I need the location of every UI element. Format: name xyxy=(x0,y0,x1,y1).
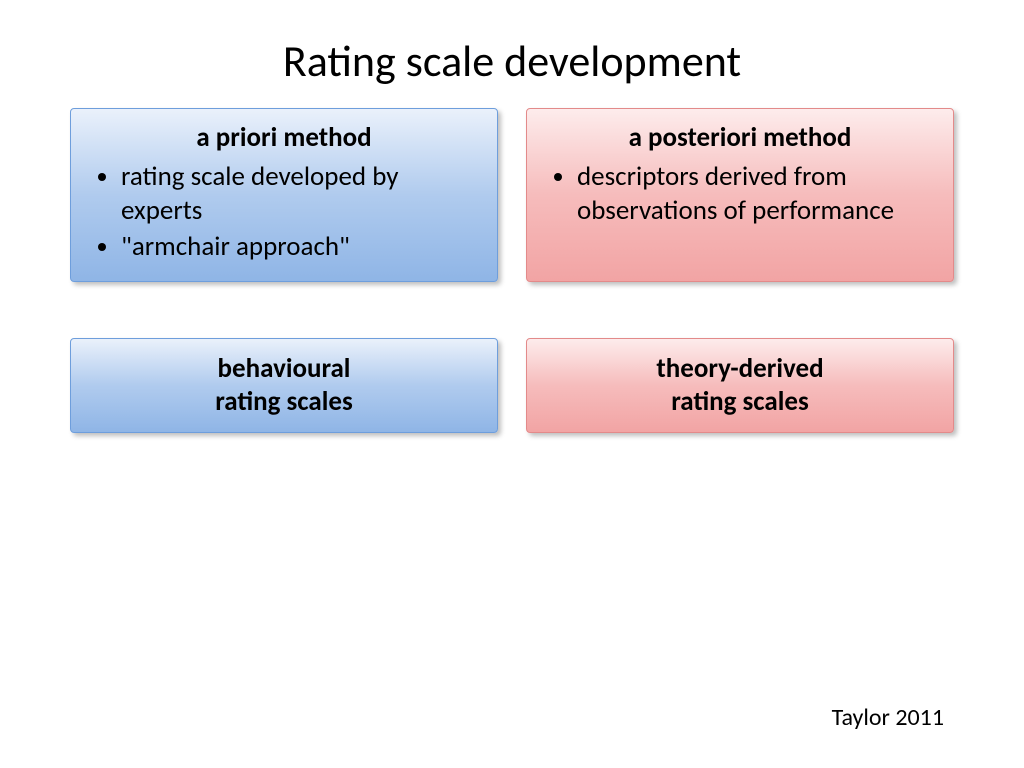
box-header: a priori method xyxy=(93,121,475,154)
citation: Taylor 2011 xyxy=(832,703,944,732)
slide-title: Rating scale development xyxy=(0,0,1024,108)
bullet-list: rating scale developed by experts "armch… xyxy=(93,160,475,263)
box-a-posteriori: a posteriori method descriptors derived … xyxy=(526,108,954,282)
label-line: theory-derived xyxy=(539,353,941,385)
label-line: rating scales xyxy=(83,386,485,418)
bullet-item: "armchair approach" xyxy=(121,230,475,264)
label-line: rating scales xyxy=(539,386,941,418)
content-grid: a priori method rating scale developed b… xyxy=(0,108,1024,433)
box-theory-derived: theory-derived rating scales xyxy=(526,338,954,433)
box-a-priori: a priori method rating scale developed b… xyxy=(70,108,498,282)
box-behavioural: behavioural rating scales xyxy=(70,338,498,433)
label-line: behavioural xyxy=(83,353,485,385)
bullet-item: rating scale developed by experts xyxy=(121,160,475,228)
box-header: a posteriori method xyxy=(549,121,931,154)
bullet-item: descriptors derived from observations of… xyxy=(577,160,931,228)
bullet-list: descriptors derived from observations of… xyxy=(549,160,931,228)
